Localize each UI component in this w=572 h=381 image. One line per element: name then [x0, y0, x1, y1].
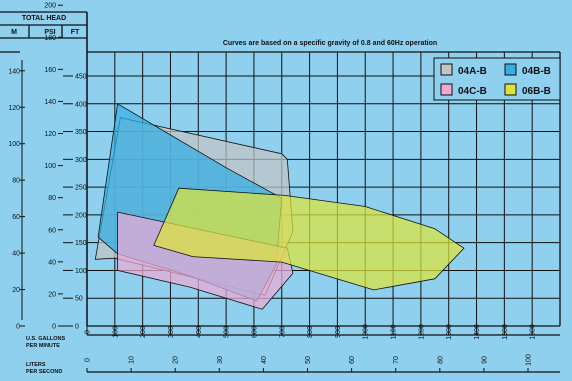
gpm-tick-label: 200 [140, 326, 147, 338]
psi-tick-label: 20 [48, 291, 56, 298]
psi-tick-label: 100 [44, 163, 56, 170]
gpm-tick-label: 1000 [363, 324, 370, 340]
gpm-tick-label: 100 [112, 326, 119, 338]
gpm-tick-label: 1200 [418, 324, 425, 340]
legend-label-04c-b: 04C-B [458, 86, 487, 97]
ft-tick-label: 350 [75, 129, 87, 136]
lps-tick-label: 80 [437, 356, 444, 364]
gpm-tick-label: 1400 [474, 324, 481, 340]
psi-tick-label: 200 [44, 3, 56, 10]
m-tick-label: 20 [12, 287, 20, 294]
gpm-tick-label: 500 [224, 326, 231, 338]
ft-tick-label: 150 [75, 240, 87, 247]
m-tick-label: 100 [8, 141, 20, 148]
m-tick-label: 80 [12, 178, 20, 185]
lps-tick-label: 70 [393, 356, 400, 364]
m-tick-label: 40 [12, 251, 20, 258]
axis-frame [0, 11, 561, 373]
gpm-tick-label: 1100 [391, 324, 398, 339]
legend-swatch-06b-b [504, 83, 517, 96]
ft-tick-label: 250 [75, 185, 87, 192]
lps-tick-label: 90 [481, 356, 488, 364]
ft-tick-label: 50 [75, 296, 83, 303]
m-tick-label: 120 [8, 105, 20, 112]
curve-region-06b-b [153, 187, 465, 291]
legend-swatch-04a-b [440, 63, 453, 76]
axis-labels: 0204060801001201400204060801001201401601… [8, 3, 537, 372]
ft-tick-label: 450 [75, 73, 87, 80]
gpm-tick-label: 1600 [530, 324, 537, 340]
psi-tick-label: 140 [44, 99, 56, 106]
psi-tick-label: 80 [48, 195, 56, 202]
legend-box [433, 57, 561, 101]
gpm-tick-label: 400 [196, 326, 203, 338]
gpm-axis-label-line2: PER MINUTE [26, 343, 60, 349]
total-head-header: TOTAL HEAD [22, 15, 66, 22]
ft-tick-label: 200 [75, 212, 87, 219]
gpm-tick-label: 0 [85, 330, 92, 334]
gpm-axis-label-line1: U.S. GALLONS [26, 336, 65, 342]
m-tick-label: 60 [12, 214, 20, 221]
gpm-tick-label: 900 [335, 326, 342, 338]
psi-tick-label: 0 [52, 324, 56, 331]
ft-tick-label: 0 [75, 324, 79, 331]
ft-tick-label: 300 [75, 157, 87, 164]
chart-title: Curves are based on a specific gravity o… [223, 40, 437, 47]
lps-tick-label: 10 [129, 356, 136, 364]
gpm-tick-label: 600 [251, 326, 258, 338]
lps-tick-label: 0 [85, 358, 92, 362]
gpm-tick-label: 700 [279, 326, 286, 338]
lps-tick-label: 50 [305, 356, 312, 364]
psi-tick-label: 180 [44, 35, 56, 42]
gpm-tick-label: 1300 [446, 324, 453, 340]
lps-tick-label: 30 [217, 356, 224, 364]
m-unit-header: M [11, 29, 17, 36]
ft-unit-header: FT [71, 29, 80, 36]
curve-regions [94, 103, 465, 310]
psi-unit-header: PSI [44, 29, 55, 36]
psi-tick-label: 160 [44, 67, 56, 74]
gpm-tick-label: 800 [307, 326, 314, 338]
legend-swatch-04b-b [504, 63, 517, 76]
ft-tick-label: 400 [75, 101, 87, 108]
psi-tick-label: 60 [48, 227, 56, 234]
m-tick-label: 0 [16, 324, 20, 331]
lps-axis-label-line1: LITERS [26, 362, 46, 368]
gpm-tick-label: 1500 [502, 324, 509, 340]
gpm-tick-label: 300 [168, 326, 175, 338]
ft-tick-label: 100 [75, 268, 87, 275]
psi-tick-label: 120 [44, 131, 56, 138]
lps-tick-label: 40 [261, 356, 268, 364]
lps-tick-label: 100 [526, 354, 533, 366]
legend-label-04a-b: 04A-B [458, 66, 487, 77]
legend-label-06b-b: 06B-B [522, 86, 551, 97]
m-tick-label: 140 [8, 68, 20, 75]
chart-legend: 04A-B 04B-B 04C-B 06B-B [433, 57, 561, 101]
lps-tick-label: 60 [349, 356, 356, 364]
psi-tick-label: 40 [48, 259, 56, 266]
lps-tick-label: 20 [173, 356, 180, 364]
lps-axis-label-line2: PER SECOND [26, 369, 62, 375]
legend-swatch-04c-b [440, 83, 453, 96]
legend-label-04b-b: 04B-B [522, 66, 551, 77]
